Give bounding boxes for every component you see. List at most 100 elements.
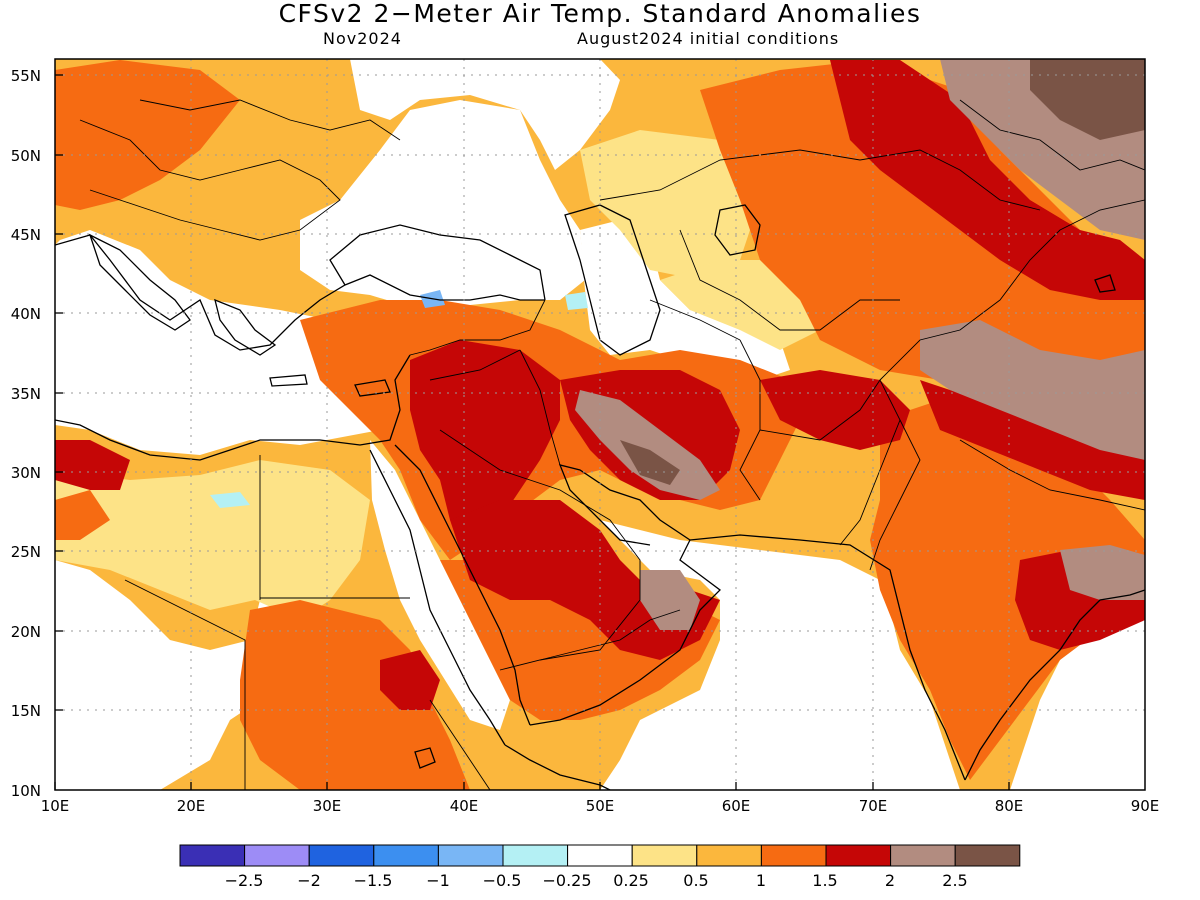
colorbar-label: −2 <box>297 871 321 890</box>
colorbar-labels: −2.5 −2 −1.5 −1 −0.5 −0.25 0.25 0.5 1 1.… <box>225 871 968 890</box>
border-turkmen <box>649 299 741 341</box>
lon-label: 80E <box>995 797 1024 815</box>
field-red-afghanistan <box>760 370 910 450</box>
field-brown-oman <box>640 570 700 630</box>
border-china <box>879 199 1145 381</box>
coast-aral <box>714 204 761 256</box>
init-conditions-label: August2024 initial conditions <box>577 29 840 48</box>
field-brown-bangladesh <box>1060 545 1145 600</box>
border-mongolia <box>959 99 1145 171</box>
field-orange-europe <box>55 60 240 210</box>
field-white-arabiansea <box>600 520 960 790</box>
coast-lake-victoria <box>414 747 436 769</box>
coast-europe-south <box>55 234 545 351</box>
colorbar-label: 2 <box>885 871 895 890</box>
lon-label: 30E <box>313 797 342 815</box>
colorbar-swatch <box>502 844 569 867</box>
coast-black-sea <box>329 224 546 301</box>
lon-label: 10E <box>41 797 70 815</box>
colorbar-label: −1.5 <box>354 871 393 890</box>
field-darkbrown-iran <box>620 440 680 485</box>
colorbar-swatch <box>567 844 633 867</box>
colorbar-label: 1.5 <box>812 871 837 890</box>
lon-label: 50E <box>586 797 615 815</box>
coast-greece <box>214 298 277 356</box>
colorbar-swatch <box>825 844 892 867</box>
latitude-labels: 55N 50N 45N 40N 35N 30N 25N 20N 15N 10N <box>11 67 41 800</box>
border-chad <box>124 579 246 790</box>
coast-cyprus <box>354 379 391 397</box>
lat-label: 10N <box>11 782 41 800</box>
border-uzbek <box>679 229 900 331</box>
field-red-egypt <box>55 440 130 490</box>
lat-label: 30N <box>11 464 41 482</box>
lat-label: 55N <box>11 67 41 85</box>
lon-label: 60E <box>722 797 751 815</box>
field-blue-caspian <box>565 292 588 310</box>
colorbar-label: −0.5 <box>483 871 522 890</box>
lat-label: 35N <box>11 385 41 403</box>
coast-arabia-south <box>529 539 721 726</box>
border-europe-2 <box>139 99 401 141</box>
field-white-caspian <box>580 220 790 380</box>
graticule <box>55 59 1145 790</box>
coastlines <box>55 204 1145 790</box>
colorbar-swatch <box>890 844 956 867</box>
field-yellow-central-asia <box>580 130 760 280</box>
axis-ticks <box>54 74 1010 790</box>
lat-label: 15N <box>11 702 41 720</box>
border-syria-iraq <box>429 349 521 381</box>
field-red-iraq <box>410 340 560 540</box>
coast-levant <box>55 354 411 461</box>
field-white-mediterranean <box>55 230 410 455</box>
field-brown-iran <box>575 390 720 500</box>
borders <box>79 99 1145 790</box>
lon-label: 20E <box>177 797 206 815</box>
border-afghan-pak <box>759 379 901 546</box>
colorbar-label: 0.25 <box>613 871 649 890</box>
border-europe <box>79 119 341 241</box>
field-white-redsea <box>370 440 510 730</box>
colorbar-swatch <box>631 844 698 867</box>
chart-title: CFSv2 2−Meter Air Temp. Standard Anomali… <box>278 0 922 28</box>
border-kazakh-russia <box>599 149 1041 211</box>
lon-label: 70E <box>859 797 888 815</box>
coast-red-sea-east <box>394 444 531 726</box>
border-turkey <box>409 299 546 356</box>
colorbar-label: −2.5 <box>225 871 264 890</box>
colorbar <box>179 844 1021 867</box>
border-iraq-iran <box>519 349 561 466</box>
coast-africa-horn <box>504 744 611 790</box>
lon-label: 40E <box>450 797 479 815</box>
field-white-north <box>350 59 620 170</box>
field-red-sudan <box>380 650 440 710</box>
longitude-labels: 10E 20E 30E 40E 50E 60E 70E 80E 90E <box>41 797 1160 815</box>
colorbar-swatch <box>373 844 439 867</box>
lat-label: 45N <box>11 226 41 244</box>
field-red-kazakhstan <box>830 60 1145 300</box>
field-orange-libya <box>55 490 110 540</box>
border-saudi <box>439 429 641 671</box>
border-india-pak <box>869 419 921 571</box>
coast-crete <box>269 374 308 387</box>
field-red-himalaya <box>920 380 1145 500</box>
border-ethiopia <box>429 699 491 790</box>
colorbar-swatch <box>760 844 827 867</box>
border-yemen <box>539 609 681 661</box>
valid-month-label: Nov2024 <box>323 29 402 48</box>
coast-persian-gulf <box>558 464 691 546</box>
colorbar-label: 0.5 <box>683 871 708 890</box>
lat-label: 20N <box>11 623 41 641</box>
anomaly-field <box>55 59 1145 790</box>
colorbar-swatch <box>954 844 1021 867</box>
coast-caspian <box>564 204 661 356</box>
colorbar-swatch <box>696 844 762 867</box>
colorbar-label: 1 <box>756 871 766 890</box>
colorbar-swatch <box>179 844 246 867</box>
colorbar-label: −1 <box>426 871 450 890</box>
field-white-africa-south <box>55 560 300 790</box>
colorbar-label: 2.5 <box>942 871 967 890</box>
lon-label: 90E <box>1131 797 1160 815</box>
colorbar-label: −0.25 <box>542 871 591 890</box>
